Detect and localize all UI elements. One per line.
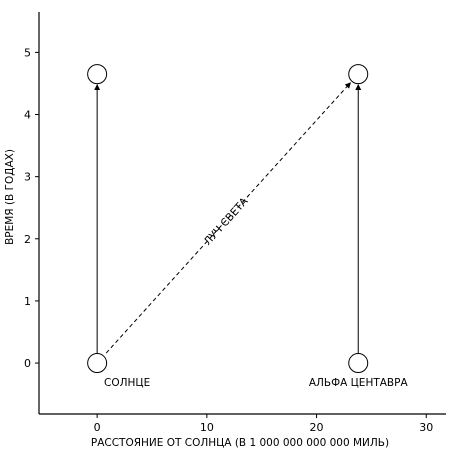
- y-axis-title: ВРЕМЯ (В ГОДАХ): [4, 149, 16, 245]
- light-ray-arrow: [105, 82, 351, 354]
- light-ray: ЛУЧ СВЕТА: [105, 82, 351, 354]
- light-ray-label: ЛУЧ СВЕТА: [202, 195, 251, 248]
- y-tick-label: 5: [24, 46, 31, 59]
- y-tick-label: 4: [24, 109, 31, 122]
- x-tick-label: 20: [310, 421, 324, 434]
- y-tick-label: 2: [24, 233, 31, 246]
- y-axis-ticks: 0 1 2 3 4 5: [24, 46, 39, 370]
- event-point-label: АЛЬФА ЦЕНТАВРА: [309, 377, 409, 389]
- event-points: [87, 64, 369, 374]
- x-axis-ticks: 0 10 20 30: [94, 414, 433, 434]
- x-tick-label: 0: [94, 421, 101, 434]
- y-tick-label: 3: [24, 171, 31, 184]
- y-tick-label: 1: [24, 295, 31, 308]
- x-tick-label: 10: [200, 421, 214, 434]
- event-point: [348, 353, 369, 374]
- x-tick-label: 30: [419, 421, 433, 434]
- event-point: [87, 64, 108, 85]
- point-labels: СОЛНЦЕ АЛЬФА ЦЕНТАВРА: [104, 377, 408, 389]
- worldlines: [94, 84, 362, 354]
- event-point-label: СОЛНЦЕ: [104, 377, 150, 389]
- event-point: [348, 64, 369, 85]
- y-tick-label: 0: [24, 357, 31, 370]
- x-axis-title: РАССТОЯНИЕ ОТ СОЛНЦА (В 1 000 000 000 00…: [91, 437, 389, 449]
- event-point: [87, 353, 108, 374]
